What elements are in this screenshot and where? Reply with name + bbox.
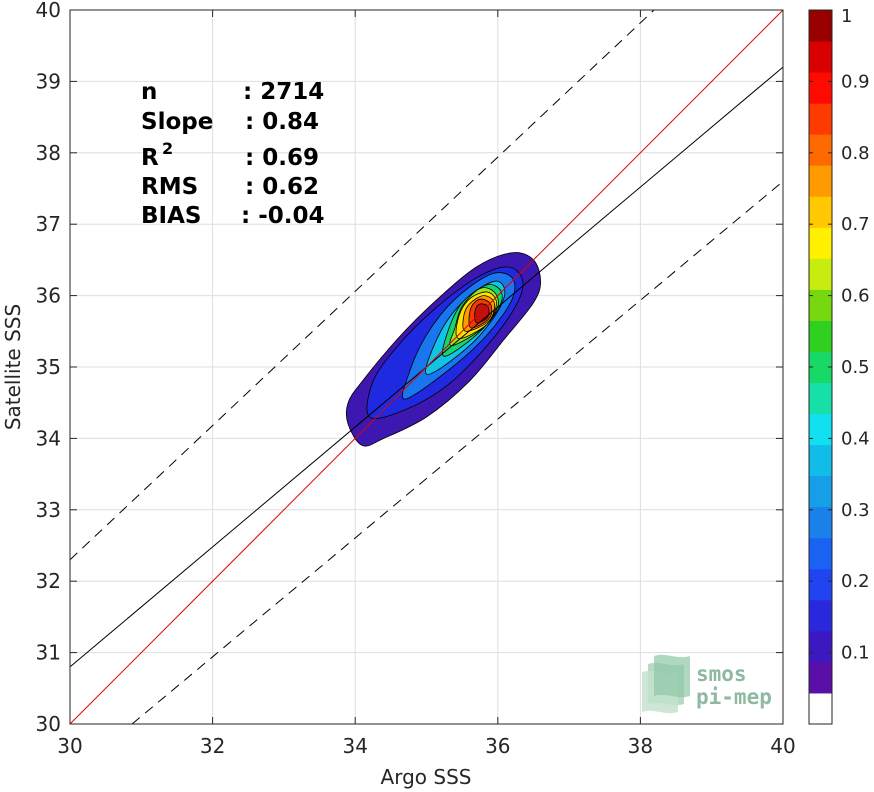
stat-rms-value: : 0.62 bbox=[245, 174, 319, 200]
colorbar-label: 0.5 bbox=[841, 357, 870, 378]
colorbar-label: 0.6 bbox=[841, 286, 870, 307]
colorbar-segment bbox=[809, 289, 832, 321]
y-tick-label: 37 bbox=[36, 212, 61, 236]
y-tick-label: 40 bbox=[36, 0, 61, 22]
colorbar-segment bbox=[809, 41, 832, 73]
stat-n-value: : 2714 bbox=[243, 79, 324, 105]
colorbar-segment bbox=[809, 444, 832, 477]
colorbar-label: 0.2 bbox=[841, 571, 870, 592]
colorbar-label: 0.3 bbox=[841, 500, 870, 521]
stat-r2-value: : 0.69 bbox=[245, 145, 319, 171]
colorbar-label: 1 bbox=[841, 6, 852, 27]
colorbar-segment bbox=[809, 320, 832, 352]
colorbar-segment bbox=[809, 475, 832, 508]
colorbar-segment bbox=[809, 258, 832, 290]
colorbar-segment bbox=[809, 10, 832, 42]
colorbar-segment bbox=[809, 630, 832, 663]
y-tick-label: 34 bbox=[36, 426, 61, 450]
colorbar-segment bbox=[809, 413, 832, 446]
colorbar-segment bbox=[809, 351, 832, 384]
axis-ticks: 30 32 34 36 38 40 30 31 32 33 34 35 36 37 38 39 40 bbox=[36, 0, 796, 758]
x-tick-label: 34 bbox=[342, 734, 367, 758]
y-tick-label: 36 bbox=[36, 284, 61, 308]
colorbar-segment bbox=[809, 568, 832, 601]
logo-wave-icon bbox=[642, 654, 690, 714]
stat-slope-label: Slope bbox=[141, 109, 213, 135]
colorbar-segment bbox=[809, 134, 832, 166]
x-tick-label: 32 bbox=[200, 734, 225, 758]
stat-bias-value: : -0.04 bbox=[241, 203, 325, 229]
y-tick-label: 33 bbox=[36, 498, 61, 522]
colorbar-segment bbox=[809, 196, 832, 228]
colorbar: 0.1 0.2 0.3 0.4 0.5 0.6 0.7 0.8 0.9 1 bbox=[808, 6, 870, 725]
stat-r2-superscript: 2 bbox=[162, 139, 173, 158]
y-tick-label: 38 bbox=[36, 141, 61, 165]
colorbar-segment bbox=[809, 103, 832, 135]
y-tick-label: 30 bbox=[36, 712, 61, 736]
x-axis-title: Argo SSS bbox=[381, 765, 472, 789]
stat-n-label: n bbox=[141, 79, 157, 105]
colorbar-label: 0.7 bbox=[841, 214, 870, 235]
colorbar-segment bbox=[809, 537, 832, 570]
x-tick-label: 30 bbox=[57, 734, 82, 758]
colorbar-label: 0.4 bbox=[841, 428, 870, 449]
stats-box: n : 2714 Slope : 0.84 R 2 : 0.69 RMS : 0… bbox=[141, 79, 325, 229]
stat-rms-label: RMS bbox=[141, 174, 198, 200]
y-tick-label: 32 bbox=[36, 569, 61, 593]
colorbar-segment bbox=[809, 165, 832, 197]
colorbar-segment bbox=[809, 661, 832, 694]
colorbar-segment bbox=[809, 599, 832, 632]
colorbar-segment bbox=[809, 506, 832, 539]
x-tick-label: 40 bbox=[770, 734, 795, 758]
lower-bound-dashed-line bbox=[131, 180, 783, 724]
reference-lines bbox=[70, 10, 783, 724]
stat-slope-value: : 0.84 bbox=[245, 109, 319, 135]
colorbar-label: 0.1 bbox=[841, 643, 870, 664]
colorbar-segment bbox=[809, 72, 832, 104]
stat-r2-label: R bbox=[141, 145, 159, 171]
colorbar-segment bbox=[809, 382, 832, 415]
colorbar-label: 0.9 bbox=[841, 71, 870, 92]
x-tick-label: 36 bbox=[485, 734, 510, 758]
one-to-one-line bbox=[70, 10, 783, 724]
smos-pi-mep-logo: smos pi-mep bbox=[642, 654, 772, 714]
y-tick-label: 31 bbox=[36, 641, 61, 665]
gridlines bbox=[69, 9, 784, 725]
logo-text-pi-mep: pi-mep bbox=[696, 685, 772, 709]
y-tick-label: 39 bbox=[36, 69, 61, 93]
colorbar-label: 0.8 bbox=[841, 143, 870, 164]
y-axis-title: Satellite SSS bbox=[1, 304, 25, 430]
x-tick-label: 38 bbox=[628, 734, 653, 758]
stat-bias-label: BIAS bbox=[141, 203, 201, 229]
logo-text-smos: smos bbox=[696, 662, 747, 686]
colorbar-segment bbox=[809, 227, 832, 259]
y-tick-label: 35 bbox=[36, 355, 61, 379]
colorbar-segment bbox=[809, 692, 832, 725]
